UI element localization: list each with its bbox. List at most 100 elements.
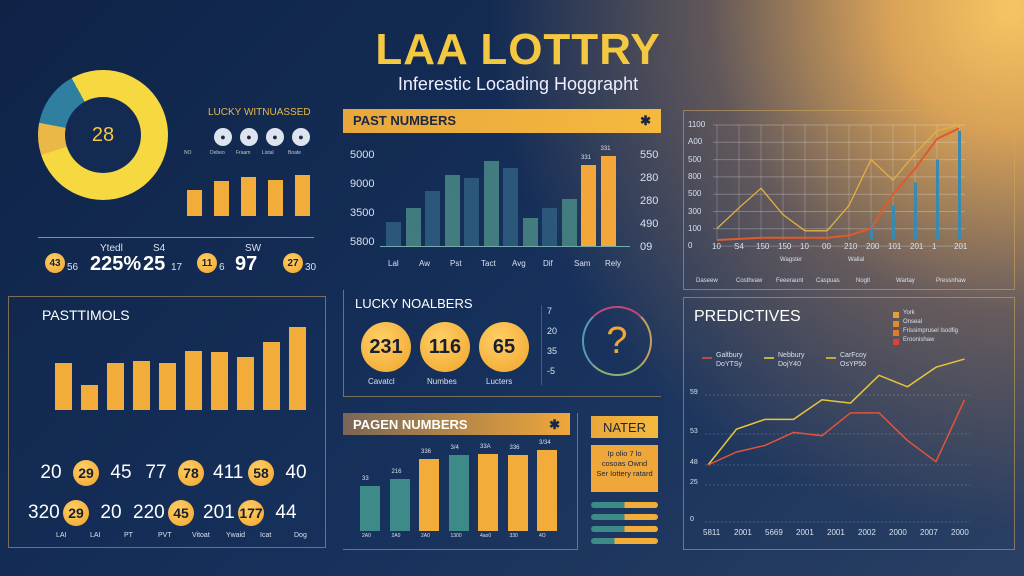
bar <box>936 159 939 240</box>
bar <box>268 179 283 216</box>
legend-item: Caspuas <box>816 278 840 284</box>
x-tick: 330 <box>509 533 518 539</box>
pagen-header: PAGEN NUMBERS ✱ <box>343 413 570 435</box>
pagen-panel <box>343 413 578 550</box>
bar <box>542 208 557 246</box>
series-label: Wagster <box>780 257 803 263</box>
y-tick: 0 <box>690 516 694 523</box>
x-tick: 1300 <box>450 533 462 539</box>
x-tick: Aw <box>419 259 430 268</box>
lucky-label: Cavatcl <box>368 377 395 386</box>
series-label: CarFcoy <box>840 352 867 359</box>
y-tick: 1100 <box>688 120 706 129</box>
bar <box>241 176 256 216</box>
y-tick: 550 <box>640 149 659 161</box>
y-tick: 500 <box>688 189 702 199</box>
stat-label: Ytedl <box>100 243 123 254</box>
settings-icon[interactable]: ✱ <box>640 113 651 128</box>
stat-value: 25 <box>143 253 166 275</box>
number-ball: 29 <box>63 500 89 526</box>
legend-item: Feeeraunt <box>776 278 804 284</box>
x-tick: 4ao0 <box>480 533 492 539</box>
bar <box>81 384 98 410</box>
series-line <box>716 127 960 241</box>
bar <box>503 168 518 246</box>
lucky-ball: 231 <box>361 322 411 372</box>
bar-label: 336 <box>509 445 520 452</box>
stat-small: 56 <box>67 262 79 273</box>
coin-icon: ● <box>214 128 232 146</box>
bird-icon: ● <box>292 128 310 146</box>
x-tick: Pst <box>450 259 462 268</box>
axis <box>380 246 630 247</box>
settings-icon[interactable]: ✱ <box>549 417 560 432</box>
y-tick: 5800 <box>350 236 375 248</box>
x-tick: 4O <box>539 533 546 539</box>
stat-label: SW <box>245 243 262 254</box>
day-label: PT <box>124 532 133 539</box>
legend-item: York <box>903 310 915 316</box>
series-label: Galtbury <box>716 352 743 359</box>
x-tick: 1 <box>932 242 937 251</box>
legend-item: Pressnhaw <box>936 278 966 284</box>
x-tick: 201 <box>954 242 968 251</box>
bar-label: 3/34 <box>539 440 551 446</box>
bar <box>289 326 306 410</box>
bar <box>185 350 202 410</box>
lucky-label: Lucters <box>486 377 513 386</box>
number: 40 <box>285 462 307 483</box>
stat-small: 6 <box>219 262 225 273</box>
bar <box>389 478 410 531</box>
day-label: Dog <box>294 532 307 539</box>
bar <box>425 190 440 246</box>
bar-label: 216 <box>391 468 402 475</box>
day-label: LAI <box>90 532 101 539</box>
y-tick: 0 <box>688 241 693 251</box>
bar <box>444 174 460 246</box>
y-tick: 3500 <box>350 207 375 219</box>
stat-small: 17 <box>171 262 183 273</box>
bar <box>522 217 538 246</box>
stat-value: 225% <box>90 253 142 275</box>
icon-label: Boate <box>288 150 302 156</box>
predict-title: PREDICTIVES <box>694 308 801 325</box>
divider <box>541 305 542 385</box>
bar <box>360 486 380 531</box>
progress-bar <box>591 514 658 520</box>
pagen-title: PAGEN NUMBERS <box>353 417 468 432</box>
x-tick: 101 <box>888 242 902 251</box>
legend-swatch <box>893 330 899 336</box>
app-title: LAA LOTTRY <box>375 25 661 74</box>
day-label: Ywaid <box>226 532 246 539</box>
number-ball: 78 <box>178 460 204 486</box>
number-ball: 177 <box>238 500 264 526</box>
divider <box>38 237 314 238</box>
bar <box>914 182 917 240</box>
x-tick: 5811 <box>703 528 721 537</box>
stat-value: 97 <box>235 253 258 275</box>
x-tick: 2001 <box>827 528 845 537</box>
x-tick: 2A0 <box>391 533 401 539</box>
x-tick: Sam <box>574 259 591 268</box>
x-tick: 10 <box>712 242 721 251</box>
lucky-ball: 65 <box>479 322 529 372</box>
number-ball: 11 <box>197 253 217 273</box>
x-tick: 210 <box>844 242 858 251</box>
lucky-ball: 116 <box>420 322 470 372</box>
bar <box>464 177 479 246</box>
number: 320 <box>28 502 60 523</box>
tick: 7 <box>547 306 553 316</box>
bar <box>237 357 254 410</box>
day-label: LAI <box>56 532 67 539</box>
bar <box>537 450 557 531</box>
x-tick: Dif <box>543 259 553 268</box>
x-tick: 150 <box>756 242 770 251</box>
bar <box>561 198 577 246</box>
number-ball: 45 <box>168 500 194 526</box>
number: 20 <box>100 502 122 523</box>
globe-icon: ● <box>240 128 258 146</box>
past-numbers-title: PAST NUMBERS <box>353 113 457 128</box>
nater-button[interactable]: NATER <box>591 416 658 438</box>
tick: 20 <box>547 326 558 336</box>
legend-item: Noglt <box>856 278 871 284</box>
